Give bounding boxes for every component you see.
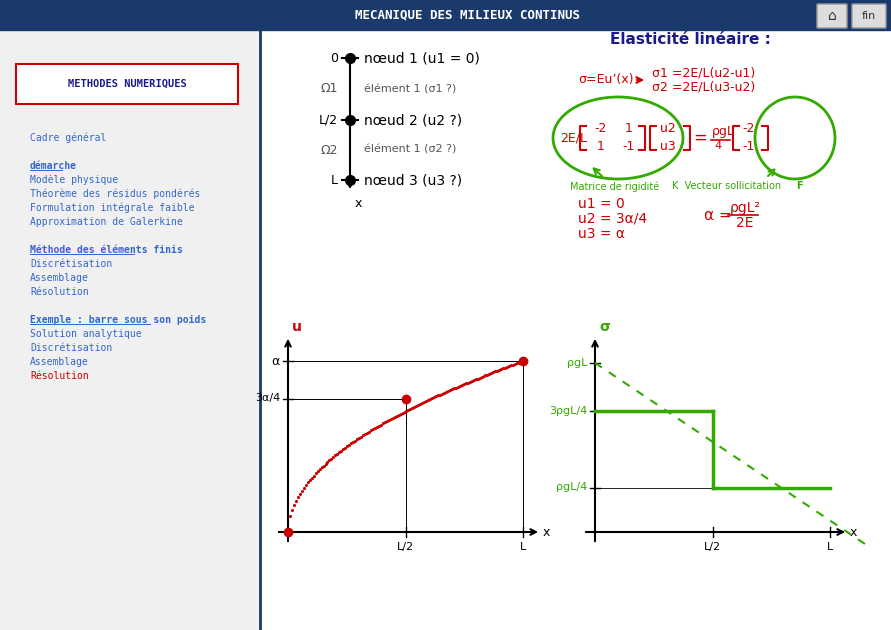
Text: démarche: démarche bbox=[30, 161, 77, 171]
Text: L: L bbox=[519, 542, 526, 552]
Text: élément 1 (σ1 ?): élément 1 (σ1 ?) bbox=[364, 84, 456, 94]
Text: Formulation intégrale faible: Formulation intégrale faible bbox=[30, 203, 194, 213]
Text: α =: α = bbox=[704, 207, 732, 222]
Text: ρgL: ρgL bbox=[712, 125, 735, 139]
Text: ⌂: ⌂ bbox=[828, 9, 837, 23]
FancyBboxPatch shape bbox=[16, 64, 238, 104]
Bar bbox=[0, 0, 891, 30]
Text: L/2: L/2 bbox=[704, 542, 721, 552]
Text: F: F bbox=[796, 181, 803, 191]
Text: ρgL²: ρgL² bbox=[730, 201, 761, 215]
Text: Exemple : barre sous son poids: Exemple : barre sous son poids bbox=[30, 315, 206, 325]
Text: =: = bbox=[693, 129, 707, 147]
Text: élément 1 (σ2 ?): élément 1 (σ2 ?) bbox=[364, 145, 456, 155]
Text: α: α bbox=[272, 355, 280, 368]
Text: Solution analytique: Solution analytique bbox=[30, 329, 142, 339]
FancyBboxPatch shape bbox=[817, 4, 847, 28]
Text: -1: -1 bbox=[743, 140, 756, 154]
Text: u2 = 3α/4: u2 = 3α/4 bbox=[578, 212, 647, 226]
Text: Cadre général: Cadre général bbox=[30, 133, 106, 143]
Text: Assemblage: Assemblage bbox=[30, 273, 89, 283]
Text: 2E/L: 2E/L bbox=[560, 132, 587, 144]
Text: L: L bbox=[827, 542, 833, 552]
Text: L/2: L/2 bbox=[319, 113, 338, 127]
Text: u2: u2 bbox=[660, 122, 676, 135]
Text: σ1 =2E/L(u2-u1): σ1 =2E/L(u2-u1) bbox=[652, 67, 756, 79]
Text: Méthode des éléments finis: Méthode des éléments finis bbox=[30, 245, 183, 255]
Text: x: x bbox=[543, 525, 551, 539]
Text: L: L bbox=[331, 173, 338, 186]
Text: Approximation de Galerkine: Approximation de Galerkine bbox=[30, 217, 183, 227]
Text: K  Vecteur sollicitation: K Vecteur sollicitation bbox=[672, 181, 784, 191]
Text: Elasticité linéaire :: Elasticité linéaire : bbox=[609, 32, 771, 47]
Text: 4: 4 bbox=[715, 141, 722, 151]
Text: 2E: 2E bbox=[736, 216, 754, 230]
Text: -1: -1 bbox=[623, 140, 635, 154]
Text: 0: 0 bbox=[330, 52, 338, 64]
Text: Résolution: Résolution bbox=[30, 371, 89, 381]
Text: -2: -2 bbox=[743, 122, 756, 135]
Text: 1: 1 bbox=[597, 140, 605, 154]
Text: Résolution: Résolution bbox=[30, 287, 89, 297]
Text: nœud 3 (u3 ?): nœud 3 (u3 ?) bbox=[364, 173, 462, 187]
Text: ρgL: ρgL bbox=[567, 358, 587, 368]
Text: σ: σ bbox=[599, 320, 609, 334]
Text: -2: -2 bbox=[595, 122, 607, 135]
Text: METHODES NUMERIQUES: METHODES NUMERIQUES bbox=[68, 79, 186, 89]
Text: Discrétisation: Discrétisation bbox=[30, 343, 112, 353]
Text: u: u bbox=[292, 320, 302, 334]
Text: u1 = 0: u1 = 0 bbox=[578, 197, 625, 211]
Text: L/2: L/2 bbox=[396, 542, 414, 552]
Text: x: x bbox=[355, 197, 363, 210]
Text: 3ρgL/4: 3ρgL/4 bbox=[549, 406, 587, 416]
Text: 3α/4: 3α/4 bbox=[255, 394, 280, 403]
Text: Ω2: Ω2 bbox=[321, 144, 338, 156]
Text: σ=Eu’(x): σ=Eu’(x) bbox=[578, 74, 634, 86]
Text: Matrice de rigidité: Matrice de rigidité bbox=[570, 181, 662, 192]
Text: ρgL/4: ρgL/4 bbox=[556, 483, 587, 493]
Text: MECANIQUE DES MILIEUX CONTINUS: MECANIQUE DES MILIEUX CONTINUS bbox=[355, 8, 580, 21]
Text: nœud 1 (u1 = 0): nœud 1 (u1 = 0) bbox=[364, 51, 480, 65]
Text: nœud 2 (u2 ?): nœud 2 (u2 ?) bbox=[364, 113, 462, 127]
Text: Discrétisation: Discrétisation bbox=[30, 259, 112, 269]
Text: Modèle physique: Modèle physique bbox=[30, 175, 119, 185]
Text: u3 = α: u3 = α bbox=[578, 227, 625, 241]
FancyBboxPatch shape bbox=[852, 4, 886, 28]
Text: 1: 1 bbox=[625, 122, 633, 135]
Text: Théorème des résidus pondérés: Théorème des résidus pondérés bbox=[30, 189, 200, 199]
Bar bbox=[0, 30, 260, 630]
Text: u3: u3 bbox=[660, 140, 676, 154]
Text: Ω1: Ω1 bbox=[321, 83, 338, 96]
Text: x: x bbox=[850, 525, 857, 539]
Text: σ2 =2E/L(u3-u2): σ2 =2E/L(u3-u2) bbox=[652, 81, 756, 93]
Text: Assemblage: Assemblage bbox=[30, 357, 89, 367]
Text: fin: fin bbox=[862, 11, 876, 21]
